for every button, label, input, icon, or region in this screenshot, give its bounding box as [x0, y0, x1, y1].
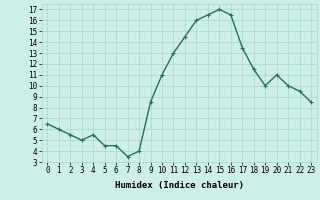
X-axis label: Humidex (Indice chaleur): Humidex (Indice chaleur): [115, 181, 244, 190]
